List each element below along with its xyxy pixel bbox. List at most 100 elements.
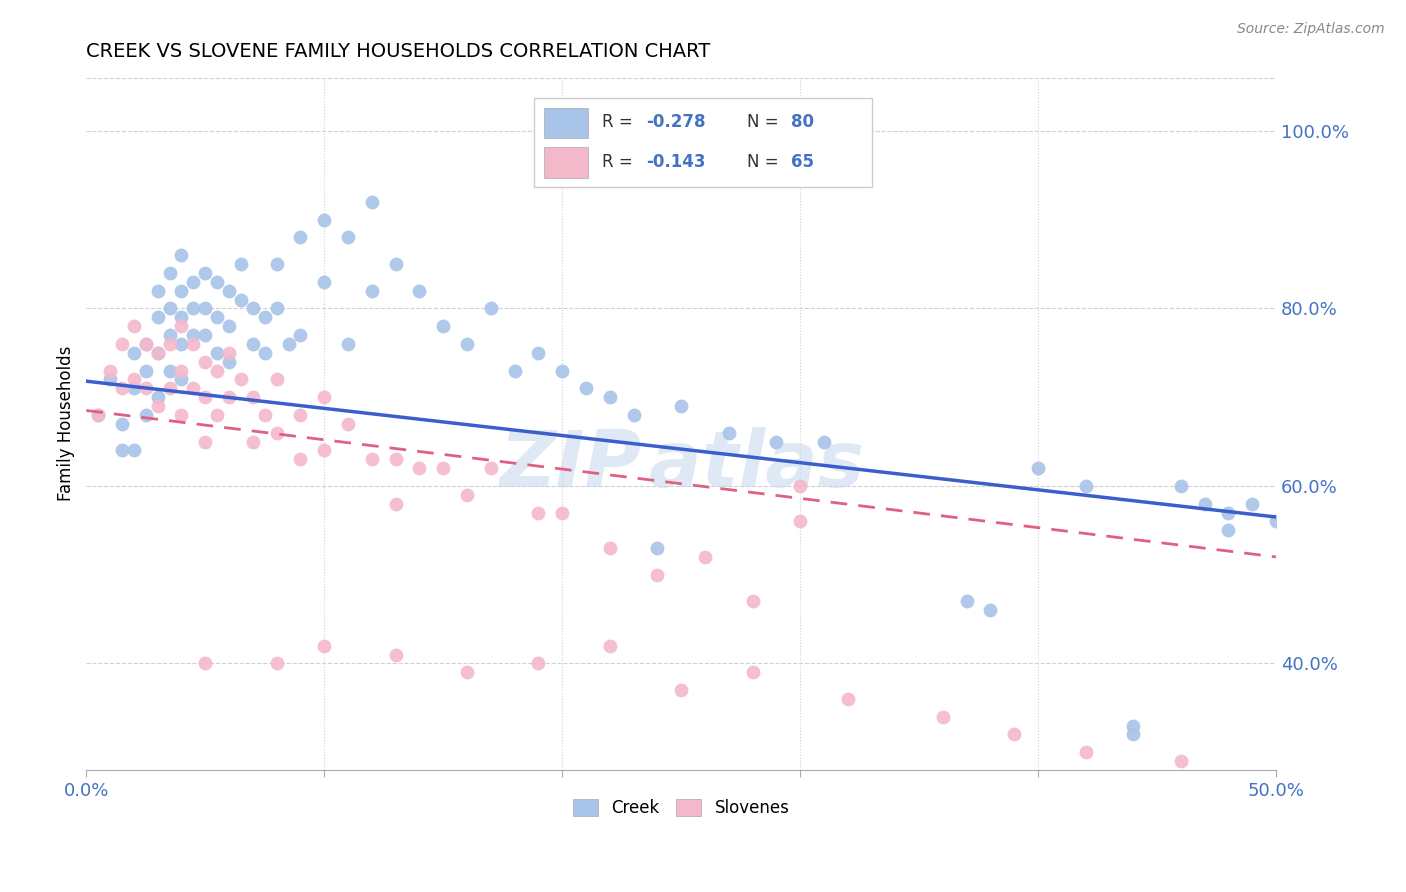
Point	[384, 648, 406, 662]
Point	[337, 230, 360, 244]
Point	[1170, 479, 1192, 493]
Point	[194, 657, 217, 671]
Point	[384, 497, 406, 511]
Point	[266, 425, 288, 440]
Point	[183, 328, 205, 343]
Point	[194, 390, 217, 404]
Point	[979, 603, 1001, 617]
Point	[111, 443, 134, 458]
Point	[135, 337, 157, 351]
Point	[527, 345, 550, 359]
Text: 65: 65	[790, 153, 814, 171]
Point	[360, 452, 382, 467]
Point	[717, 425, 740, 440]
Point	[135, 363, 157, 377]
Point	[122, 381, 145, 395]
Point	[741, 665, 763, 680]
Point	[170, 363, 193, 377]
Point	[384, 257, 406, 271]
Point	[314, 212, 336, 227]
Point	[314, 275, 336, 289]
Point	[122, 345, 145, 359]
Point	[503, 363, 526, 377]
Point	[479, 461, 502, 475]
Point	[205, 310, 228, 325]
Point	[146, 345, 169, 359]
Point	[183, 301, 205, 316]
Point	[1026, 461, 1049, 475]
Point	[194, 328, 217, 343]
FancyBboxPatch shape	[534, 98, 872, 187]
Y-axis label: Family Households: Family Households	[58, 346, 75, 501]
Point	[170, 408, 193, 422]
Point	[479, 301, 502, 316]
Point	[253, 408, 276, 422]
Point	[122, 443, 145, 458]
Point	[599, 639, 621, 653]
Point	[218, 354, 240, 368]
Point	[360, 194, 382, 209]
Point	[290, 408, 312, 422]
Point	[135, 408, 157, 422]
Point	[122, 319, 145, 334]
Point	[1265, 515, 1288, 529]
Text: -0.143: -0.143	[645, 153, 706, 171]
Point	[122, 372, 145, 386]
Point	[159, 381, 181, 395]
Point	[218, 345, 240, 359]
Point	[669, 683, 692, 698]
Point	[314, 443, 336, 458]
Text: 80: 80	[790, 113, 814, 131]
Point	[98, 372, 121, 386]
Point	[242, 390, 264, 404]
Point	[384, 452, 406, 467]
Point	[218, 390, 240, 404]
Point	[111, 417, 134, 431]
Point	[87, 408, 110, 422]
Point	[170, 310, 193, 325]
Point	[135, 381, 157, 395]
Text: R =: R =	[602, 153, 638, 171]
Point	[789, 515, 811, 529]
Point	[205, 345, 228, 359]
Point	[741, 594, 763, 608]
FancyBboxPatch shape	[544, 108, 588, 138]
Point	[456, 665, 478, 680]
Point	[956, 594, 979, 608]
Point	[242, 434, 264, 449]
Point	[159, 363, 181, 377]
Point	[623, 408, 645, 422]
Point	[813, 434, 835, 449]
Point	[218, 284, 240, 298]
Point	[194, 354, 217, 368]
Point	[932, 710, 955, 724]
Point	[647, 567, 669, 582]
Point	[266, 657, 288, 671]
Point	[170, 337, 193, 351]
Point	[527, 657, 550, 671]
Point	[277, 337, 299, 351]
FancyBboxPatch shape	[544, 147, 588, 178]
Text: ZIP atlas: ZIP atlas	[499, 427, 863, 503]
Point	[408, 461, 430, 475]
Point	[290, 452, 312, 467]
Point	[194, 434, 217, 449]
Text: CREEK VS SLOVENE FAMILY HOUSEHOLDS CORRELATION CHART: CREEK VS SLOVENE FAMILY HOUSEHOLDS CORRE…	[86, 42, 710, 61]
Point	[432, 461, 454, 475]
Point	[314, 390, 336, 404]
Point	[1122, 718, 1144, 732]
Point	[1241, 497, 1264, 511]
Point	[205, 408, 228, 422]
Point	[1122, 727, 1144, 741]
Point	[1218, 506, 1240, 520]
Point	[253, 345, 276, 359]
Point	[111, 381, 134, 395]
Point	[575, 381, 598, 395]
Point	[242, 301, 264, 316]
Point	[290, 328, 312, 343]
Point	[266, 372, 288, 386]
Point	[432, 319, 454, 334]
Point	[337, 337, 360, 351]
Point	[360, 284, 382, 298]
Point	[266, 257, 288, 271]
